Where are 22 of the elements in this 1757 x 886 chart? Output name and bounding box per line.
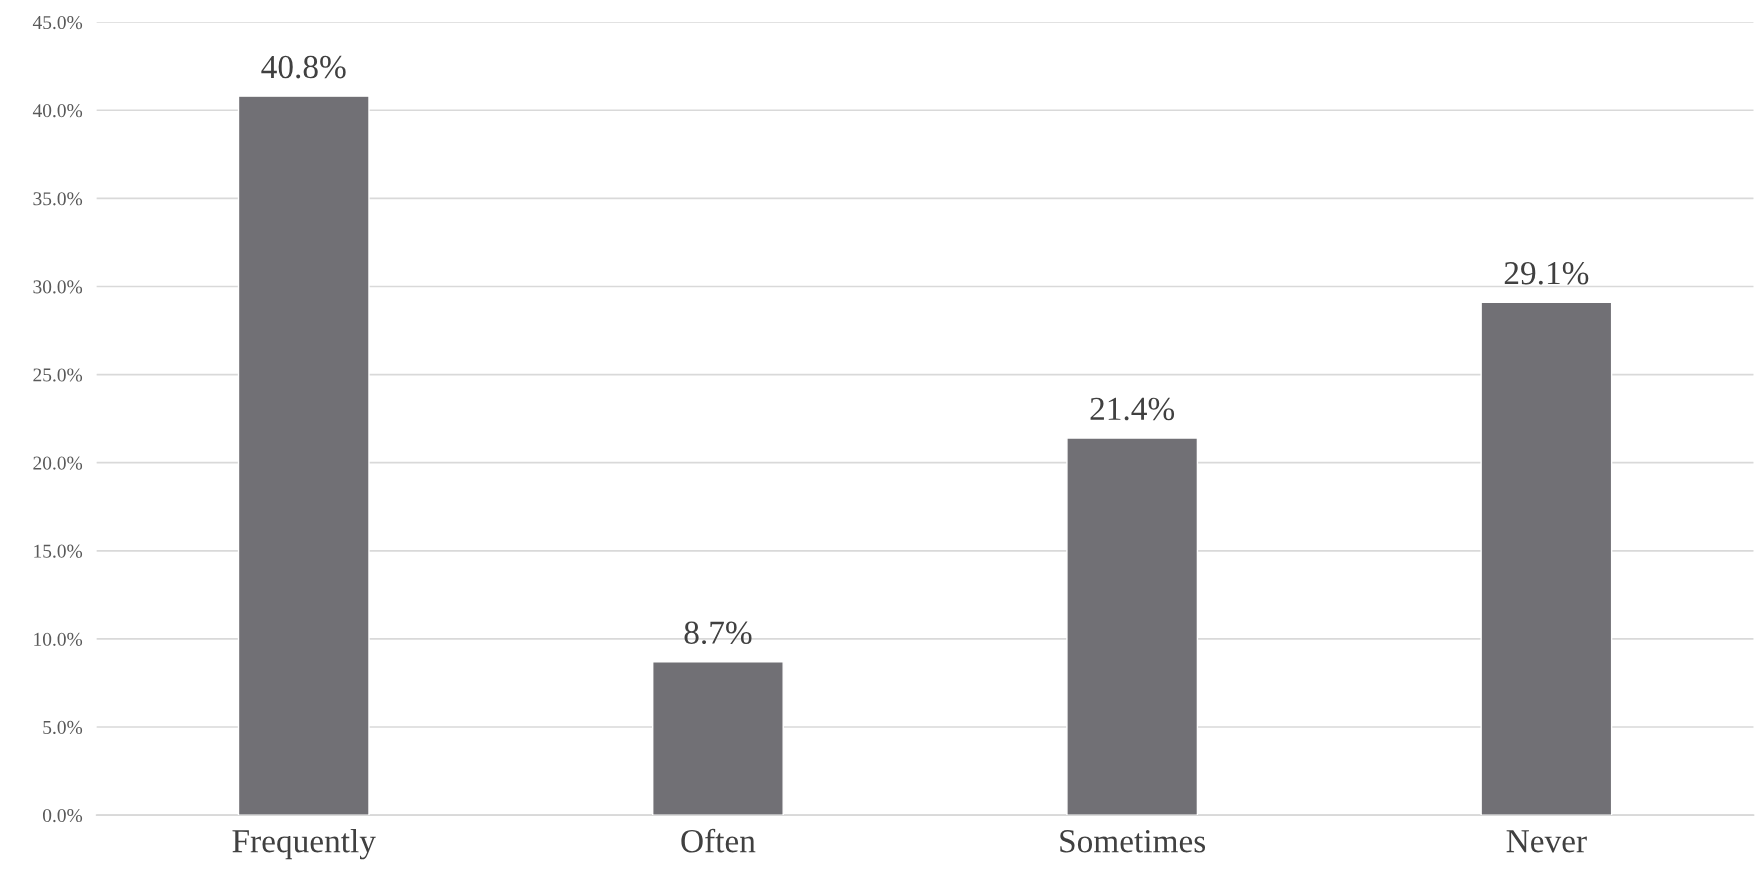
y-tick-label: 30.0%	[33, 280, 83, 294]
data-label: 40.8%	[261, 55, 346, 79]
x-tick-label: Sometimes	[1060, 830, 1206, 853]
bar	[237, 95, 370, 816]
y-tick-label: 20.0%	[33, 456, 83, 470]
y-tick-label: 5.0%	[43, 720, 83, 735]
bar	[652, 661, 784, 816]
y-tick-label: 40.0%	[32, 104, 83, 118]
y-tick-label: 45.0%	[32, 15, 83, 30]
y-tick-label: 10.0%	[34, 632, 83, 646]
y-tick-label: 35.0%	[33, 192, 83, 206]
data-label: 8.7%	[684, 621, 752, 645]
data-label: 21.4%	[1090, 397, 1175, 421]
bar	[1066, 437, 1199, 816]
x-tick-label: Frequently	[232, 829, 376, 860]
data-label: 29.1%	[1504, 261, 1589, 285]
y-tick-label: 25.0%	[33, 368, 83, 382]
x-tick-label: Often	[681, 828, 756, 853]
bar	[1480, 301, 1613, 816]
y-tick-label: 0.0%	[42, 808, 83, 823]
x-tick-label: Never	[1506, 830, 1587, 853]
y-tick-label: 15.0%	[34, 544, 83, 558]
